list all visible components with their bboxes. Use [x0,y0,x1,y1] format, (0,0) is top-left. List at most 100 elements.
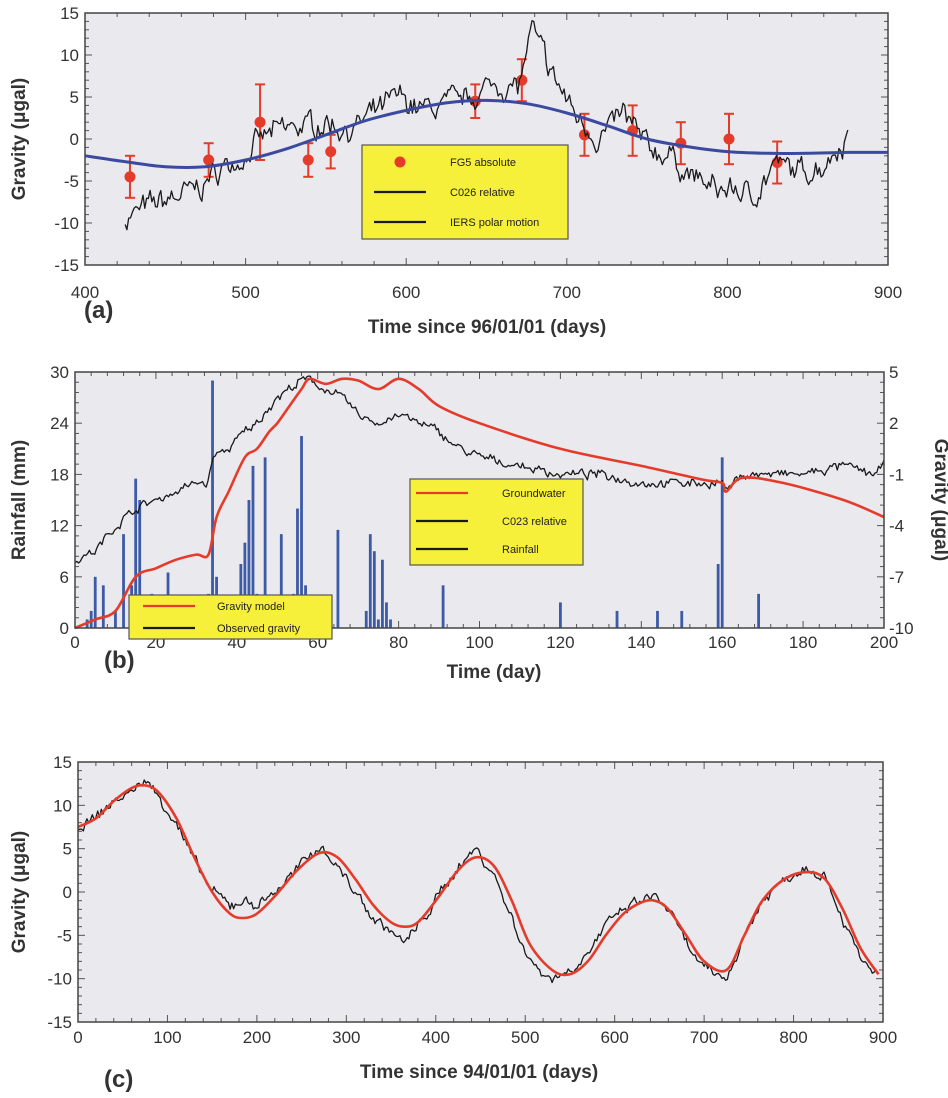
panel-label: (c) [104,1066,133,1093]
x-tick-label: 600 [392,283,420,302]
x-tick-label: 500 [511,1028,539,1047]
x-tick-label: 140 [627,633,655,652]
x-tick-label: 0 [73,1028,82,1047]
rainfall-bar [720,457,724,628]
gravity-model-line [77,783,880,977]
x-axis-label: Time since 94/01/01 (days) [360,1062,598,1083]
x-tick-label: 600 [600,1028,628,1047]
y-right-tick-label: -7 [889,568,904,587]
plot-frame [74,371,885,629]
rainfall-bar [89,610,93,628]
y-tick-label: 10 [60,46,79,65]
y-tick-label: 10 [53,796,72,815]
legend-label: C023 relative [502,516,567,528]
y-tick-label: 24 [50,414,69,433]
x-tick-label: 800 [713,283,741,302]
rainfall-bar [336,529,340,628]
rainfall-bar [716,564,720,628]
x-tick-label: 80 [389,633,408,652]
x-tick-label: 0 [70,633,79,652]
rainfall-bar [296,508,299,628]
y-tick-label: 30 [50,363,69,382]
y-tick-label: -10 [47,970,72,989]
y-tick-label: 5 [63,840,72,859]
legend-label: Observed gravity [217,623,301,635]
x-tick-label: 300 [332,1028,360,1047]
x-tick-label: 120 [546,633,574,652]
absolute-point [325,146,337,158]
y-tick-label: -15 [54,256,79,275]
x-tick-label: 900 [874,283,902,302]
y-axis-label: Gravity (μgal) [9,78,30,201]
panel-c: 0 100 200 300 400 500 600 700 800 900 15 10 5 0 -5 -10 -… [9,753,897,1093]
x-axis-label: Time (day) [447,662,542,683]
rainfall-bar [300,436,303,628]
rainfall-bar [757,593,761,628]
rainfall-bar [263,457,267,628]
legend-symbol [394,156,406,168]
y-right-tick-label: -1 [889,465,904,484]
absolute-point [254,116,266,128]
y-tick-label: 5 [70,88,79,107]
legend-label: Rainfall [502,544,539,556]
absolute-point [302,154,314,166]
legend-label: Groundwater [502,488,566,500]
y-tick-label: 0 [70,130,79,149]
groundwater-line [74,377,885,630]
y-right-tick-label: -10 [889,619,914,638]
rainfall-bar [385,602,388,628]
rainfall-bar [364,610,368,628]
absolute-points [124,58,783,199]
y-tick-label: -5 [64,172,79,191]
rainfall-bar [376,619,380,628]
rainfall-bar [93,576,97,628]
plot-area [78,762,883,1022]
legend: FG5 absolute C026 relative IERS polar moti… [361,144,569,240]
x-tick-label: 100 [465,633,493,652]
absolute-point [124,171,136,183]
x-tick-label: 500 [231,283,259,302]
y-tick-label: 12 [50,517,69,536]
rainfall-bar [122,534,125,628]
x-axis-label: Time since 96/01/01 (days) [368,317,606,338]
legend-box [128,594,333,640]
y-tick-label: 18 [50,465,69,484]
x-tick-label: 700 [553,283,581,302]
rainfall-bar [101,585,105,628]
x-tick-label: 800 [779,1028,807,1047]
y-right-tick-label: -4 [889,517,904,536]
x-tick-label: 700 [690,1028,718,1047]
y-tick-label: -5 [57,926,72,945]
legend: Groundwater C023 relative Rainfall [409,478,584,566]
y-tick-label: 6 [60,568,69,587]
absolute-point [578,129,590,141]
y-tick-label: 0 [60,619,69,638]
y-tick-label: 0 [63,883,72,902]
absolute-point [203,154,215,166]
legend-label: Gravity model [217,601,285,613]
x-tick-label: 200 [870,633,898,652]
absolute-point [723,133,735,145]
rainfall-bar [559,602,562,628]
rainfall-bar [247,500,251,628]
y-tick-label: 15 [53,753,72,772]
plot-frame [84,12,889,266]
rainfall-bar [279,534,283,628]
rainfall-bar [114,610,117,628]
rainfall-bar [211,380,214,628]
rainfall-bar [615,610,619,628]
x-tick-label: 200 [243,1028,271,1047]
rainfall-bar [243,542,247,628]
rainfall-bar [381,559,384,628]
y-axis-label-right: Gravity (μgal) [930,439,948,562]
rainfall-bar [441,585,445,628]
plot-frame [77,761,884,1023]
rainfall-bar [138,500,142,628]
y-tick-label: 15 [60,4,79,23]
rainfall-bar [656,610,659,628]
rainfall-bar [251,465,255,628]
legend-label: FG5 absolute [450,157,516,169]
iers-polar-motion-line [84,98,889,169]
y-tick-label: -10 [54,214,79,233]
